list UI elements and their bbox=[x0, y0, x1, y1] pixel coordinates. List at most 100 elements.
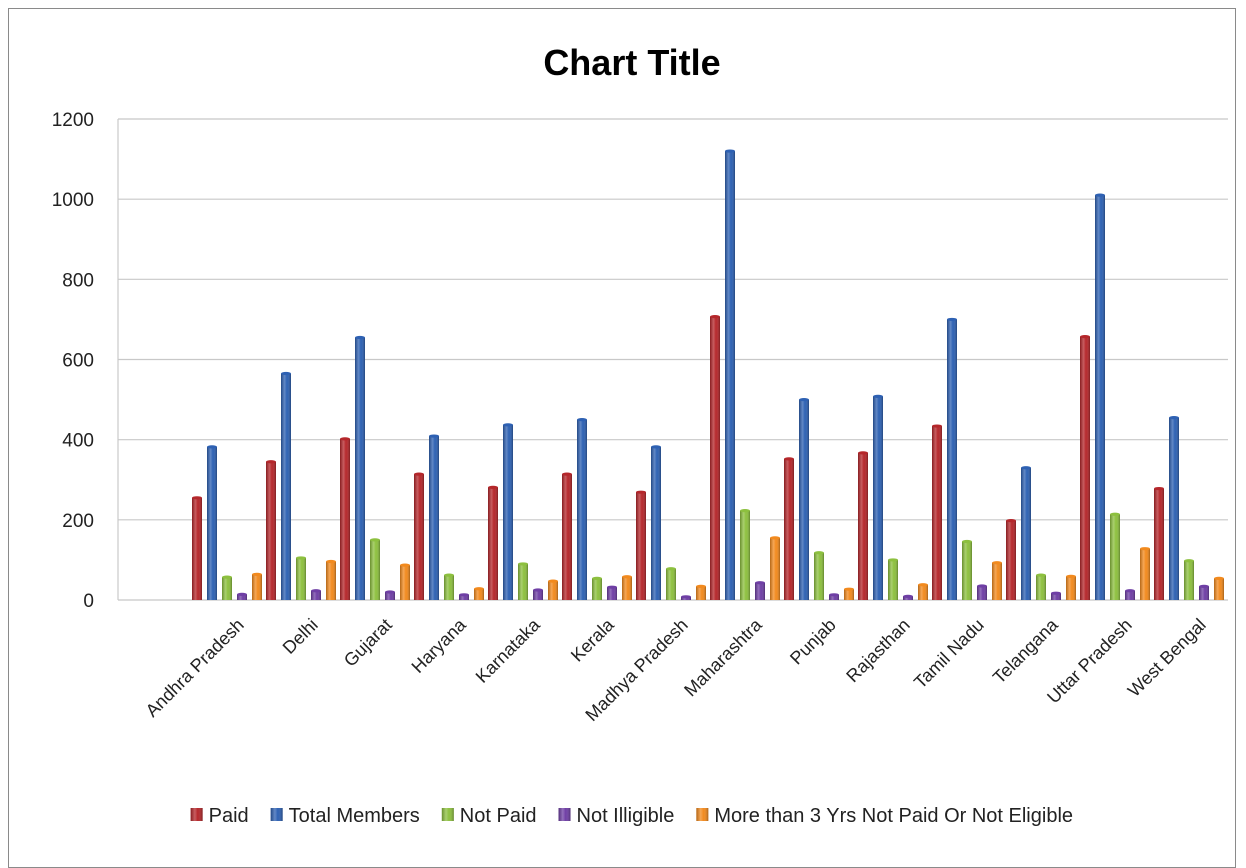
bar-shading bbox=[503, 424, 513, 600]
bar-shading bbox=[400, 565, 410, 600]
bar-top bbox=[1036, 573, 1046, 577]
bar-shading bbox=[710, 316, 720, 600]
bar-shading bbox=[444, 575, 454, 600]
bar-shading bbox=[1169, 417, 1179, 600]
bar-shading bbox=[636, 492, 646, 600]
bar-shading bbox=[947, 319, 957, 600]
bar-shading bbox=[192, 497, 202, 600]
bar-top bbox=[444, 573, 454, 577]
x-tick-label: Maharashtra bbox=[680, 614, 766, 700]
bar-shading bbox=[281, 373, 291, 600]
x-tick-label: Haryana bbox=[408, 614, 471, 677]
bar-shading bbox=[1080, 336, 1090, 600]
chart-frame bbox=[8, 8, 1236, 868]
bar-top bbox=[814, 551, 824, 555]
legend-swatch-shading bbox=[270, 808, 283, 821]
bar-shading bbox=[414, 474, 424, 600]
bar-top bbox=[488, 485, 498, 489]
bar-top bbox=[1051, 591, 1061, 595]
bar-top bbox=[207, 445, 217, 449]
bar-shading bbox=[548, 581, 558, 600]
bar-top bbox=[696, 584, 706, 588]
bar-shading bbox=[844, 589, 854, 600]
bar-top bbox=[562, 472, 572, 476]
bar-top bbox=[962, 539, 972, 544]
bar-shading bbox=[488, 487, 498, 600]
bar-top bbox=[1140, 547, 1150, 551]
bar-top bbox=[548, 579, 558, 583]
x-tick-label: Karnataka bbox=[472, 614, 545, 687]
bar-shading bbox=[1006, 520, 1016, 600]
bar-top bbox=[222, 575, 232, 579]
bar-top bbox=[1184, 559, 1194, 563]
bar-top bbox=[518, 562, 528, 566]
bar-shading bbox=[962, 541, 972, 600]
bar-top bbox=[503, 423, 513, 427]
category-group bbox=[1154, 416, 1224, 600]
bar-shading bbox=[340, 438, 350, 600]
bar-shading bbox=[1140, 548, 1150, 600]
x-tick-label: West Bengal bbox=[1124, 615, 1210, 701]
bar-shading bbox=[1214, 578, 1224, 600]
bar-top bbox=[1214, 576, 1224, 580]
x-tick-label: Punjab bbox=[786, 615, 840, 669]
bar-top bbox=[340, 437, 350, 441]
bar-top bbox=[977, 584, 987, 588]
bar-top bbox=[281, 371, 291, 376]
y-tick-label: 1200 bbox=[52, 110, 94, 131]
bar-shading bbox=[385, 591, 395, 600]
bar-shading bbox=[784, 458, 794, 600]
category-group bbox=[340, 335, 410, 600]
bar-shading bbox=[829, 594, 839, 600]
x-tick-label: Kerala bbox=[567, 614, 619, 666]
bar-shading bbox=[592, 578, 602, 600]
legend-swatch-shading bbox=[558, 808, 571, 821]
bar-top bbox=[385, 590, 395, 594]
bar-shading bbox=[326, 561, 336, 600]
bar-shading bbox=[770, 537, 780, 600]
x-tick-label: Telangana bbox=[989, 614, 1063, 688]
legend-item: Paid bbox=[190, 805, 249, 827]
bar-top bbox=[370, 538, 380, 542]
legend-item: Not Paid bbox=[441, 805, 537, 827]
bar-top bbox=[474, 587, 484, 591]
bar-top bbox=[400, 563, 410, 567]
bar-top bbox=[725, 149, 735, 153]
legend-label: Total Members bbox=[289, 805, 420, 827]
bar-shading bbox=[222, 577, 232, 600]
bar-top bbox=[1021, 466, 1031, 470]
bar-shading bbox=[252, 574, 262, 600]
bar-shading bbox=[932, 426, 942, 600]
bar-shading bbox=[725, 151, 735, 601]
legend: Paid Total Members Not Paid Not Illigible Mo… bbox=[190, 805, 1073, 827]
bar-top bbox=[1110, 512, 1120, 516]
legend-swatch-shading bbox=[190, 808, 203, 821]
bar-top bbox=[1199, 584, 1209, 588]
y-tick-label: 0 bbox=[83, 591, 94, 612]
bar-top bbox=[252, 572, 262, 576]
bar-shading bbox=[1051, 593, 1061, 600]
bar-top bbox=[666, 567, 676, 571]
bar-top bbox=[326, 559, 336, 564]
category-group bbox=[858, 394, 928, 600]
legend-swatch-shading bbox=[696, 808, 709, 821]
bar-top bbox=[710, 315, 720, 319]
bar-shading bbox=[873, 396, 883, 600]
y-tick-label: 800 bbox=[62, 270, 94, 291]
x-tick-label: Rajasthan bbox=[842, 615, 913, 686]
legend-label: More than 3 Yrs Not Paid Or Not Eligible bbox=[714, 805, 1073, 827]
bar-top bbox=[755, 581, 765, 585]
y-tick-label: 200 bbox=[62, 511, 94, 532]
bar-top bbox=[873, 394, 883, 398]
bar-shading bbox=[577, 419, 587, 600]
bar-top bbox=[918, 583, 928, 587]
legend-label: Paid bbox=[209, 805, 249, 827]
bar-top bbox=[1154, 486, 1164, 491]
bar-top bbox=[888, 558, 898, 562]
bar-top bbox=[858, 451, 868, 455]
bar-top bbox=[237, 592, 247, 596]
bar-shading bbox=[977, 585, 987, 600]
category-group bbox=[1080, 193, 1150, 601]
y-axis-ticks: 0 200 400 600 800 1000 1200 bbox=[52, 110, 94, 612]
bar-shading bbox=[607, 587, 617, 600]
